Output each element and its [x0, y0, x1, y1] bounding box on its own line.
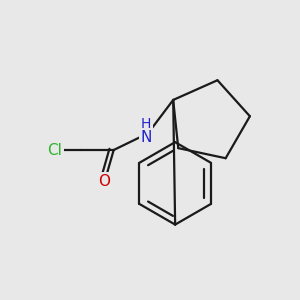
Text: O: O [98, 174, 110, 189]
Text: Cl: Cl [47, 142, 62, 158]
Text: N: N [140, 130, 152, 145]
Text: H: H [141, 116, 151, 130]
